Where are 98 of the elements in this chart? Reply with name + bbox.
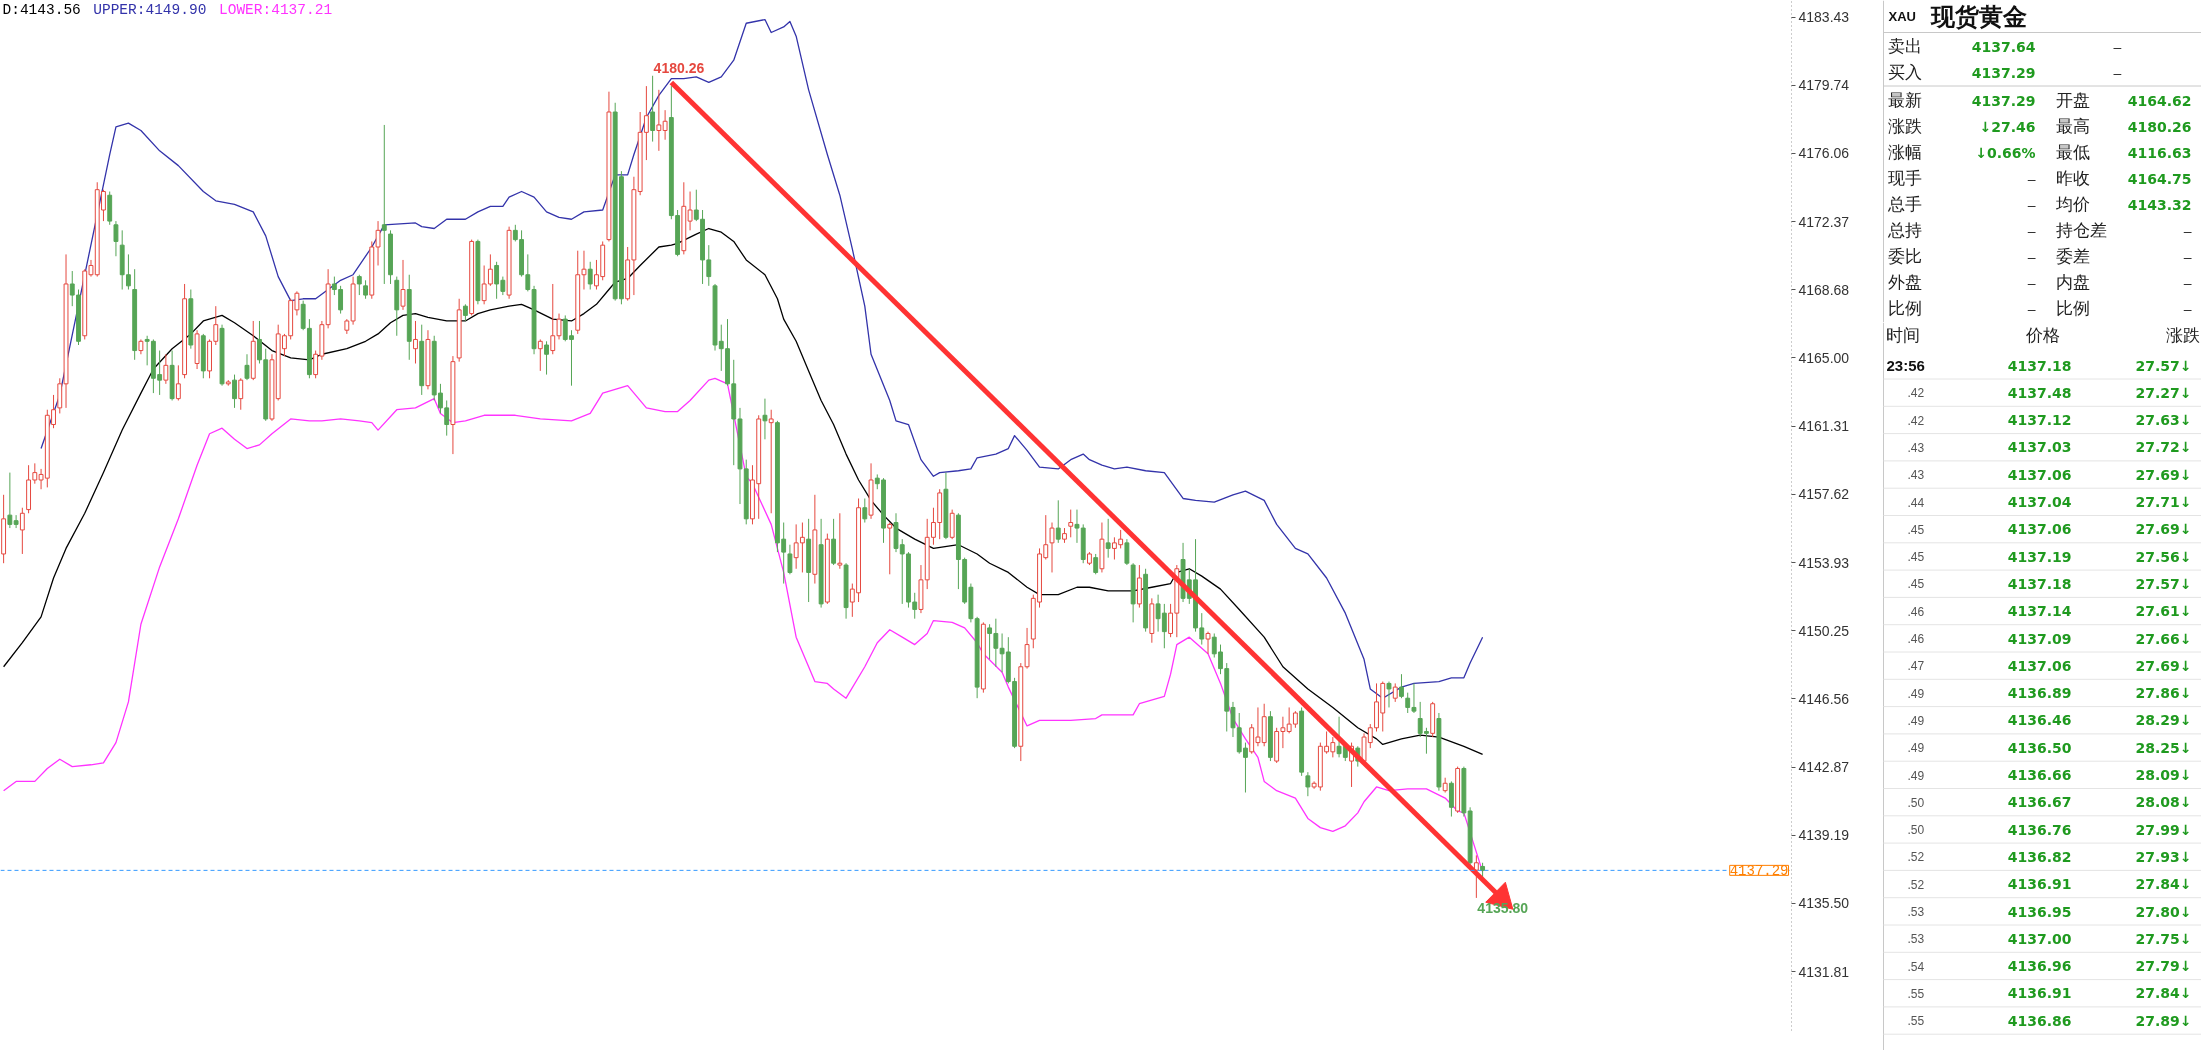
candlestick (381, 124, 387, 285)
text: .53 4137.00 27.75↓ (1907, 930, 2192, 947)
candlestick (650, 75, 656, 143)
candlestick (1068, 509, 1074, 538)
candlestick (363, 279, 368, 300)
y-tick-label: 4161.31 (1798, 418, 1850, 435)
text: .52 4136.82 27.93↓ (1907, 848, 2192, 865)
candlestick (238, 377, 244, 411)
candlestick (113, 220, 119, 257)
text: D:4143.56 (2, 1, 81, 18)
candlestick (768, 409, 774, 514)
text: LOWER:4137.21 (219, 1, 333, 18)
text: .49 4136.50 28.25↓ (1907, 739, 2192, 756)
y-tick-label: 4179.74 (1798, 77, 1850, 94)
y-tick-label: 4150.25 (1798, 622, 1850, 639)
text: .46 4137.14 27.61↓ (1907, 603, 2192, 620)
candlestick (175, 364, 181, 401)
candlestick (762, 398, 768, 440)
text: 买入 4137.29 – (1887, 63, 2122, 82)
ref-line-label: 4137.29 (1729, 863, 1789, 880)
candlestick (1055, 499, 1061, 544)
y-tick-label: 4157.62 (1798, 486, 1850, 503)
candlestick (7, 472, 13, 529)
candlestick (13, 514, 19, 529)
text: 总持 – 持仓差 – (1887, 221, 2192, 240)
annotation: 4180.26 (653, 59, 705, 76)
candlestick (662, 109, 668, 141)
text: .46 4137.09 27.66↓ (1907, 630, 2192, 647)
candlestick (163, 353, 169, 385)
text: .55 4136.86 27.89↓ (1907, 1012, 2192, 1029)
text: .45 4137.19 27.56↓ (1907, 548, 2192, 565)
text: UPPER:4149.90 (93, 1, 207, 18)
candlestick (1049, 522, 1055, 573)
text: .50 4136.67 28.08↓ (1907, 794, 2192, 811)
y-tick-label: 4176.06 (1798, 145, 1850, 162)
candlestick (244, 353, 250, 381)
text: .55 4136.91 27.84↓ (1907, 985, 2192, 1002)
text: .42 4137.48 27.27↓ (1907, 384, 2192, 401)
text: 时间 价格 涨跌 (1885, 326, 2200, 345)
text: 涨跌 ↓27.46 最高 4180.26 (1887, 117, 2192, 136)
text: XAU 现货黄金 (1888, 2, 2027, 31)
line-series (40, 18, 1484, 699)
candlestick (413, 320, 418, 364)
text: .45 4137.06 27.69↓ (1907, 521, 2192, 538)
candlestick (1386, 681, 1392, 708)
text: .54 4136.96 27.79↓ (1907, 958, 2192, 975)
y-tick-label: 4168.68 (1798, 281, 1850, 298)
text: 比例 – 比例 – (1887, 299, 2192, 318)
y-tick-label: 4142.87 (1798, 759, 1850, 776)
candlestick (1205, 631, 1211, 655)
y-tick-label: 4172.37 (1798, 213, 1850, 230)
candlestick (356, 274, 362, 296)
text: 23:56 4137.18 27.57↓ (1886, 357, 2192, 374)
text: 总手 – 均价 4143.32 (1887, 195, 2192, 214)
candlestick (1105, 518, 1111, 559)
y-tick-label: 4146.56 (1798, 690, 1850, 707)
y-tick-label: 4135.50 (1798, 895, 1850, 912)
text: .44 4137.04 27.71↓ (1907, 494, 2192, 510)
candlestick (537, 338, 543, 372)
text: .42 4137.12 27.63↓ (1907, 412, 2192, 429)
candlestick (787, 544, 793, 575)
candlestick (837, 512, 843, 570)
text: .50 4136.76 27.99↓ (1907, 821, 2192, 838)
candlestick (19, 507, 25, 555)
text: 最新 4137.29 开盘 4164.62 (1887, 91, 2192, 110)
text: .43 4137.03 27.72↓ (1907, 439, 2192, 456)
y-tick-label: 4183.43 (1798, 9, 1850, 26)
y-tick-label: 4139.19 (1798, 827, 1850, 844)
candlestick (400, 259, 406, 311)
text: .49 4136.66 28.09↓ (1907, 767, 2192, 783)
candlestick (862, 497, 868, 524)
text: .53 4136.95 27.80↓ (1907, 903, 2192, 920)
text: .45 4137.18 27.57↓ (1907, 575, 2192, 592)
y-tick-label: 4165.00 (1798, 349, 1850, 366)
text: .49 4136.89 27.86↓ (1907, 685, 2192, 702)
text: 委比 – 委差 – (1887, 247, 2192, 266)
candlestick (887, 522, 893, 575)
text: 现手 – 昨收 4164.75 (1887, 169, 2192, 188)
y-tick-label: 4153.93 (1798, 554, 1850, 571)
y-tick-label: 4131.81 (1798, 963, 1850, 980)
text: .47 4137.06 27.69↓ (1907, 657, 2192, 674)
candlestick (656, 89, 662, 152)
text: .52 4136.91 27.84↓ (1907, 876, 2192, 893)
text: 涨幅 ↓0.66% 最低 4116.63 (1887, 143, 2192, 162)
text: 卖出 4137.64 – (1887, 37, 2122, 56)
candlestick (1392, 682, 1398, 703)
candlestick (1093, 553, 1099, 575)
text: 外盘 – 内盘 – (1887, 273, 2192, 292)
line-series (2, 227, 1484, 756)
candlestick (587, 261, 593, 291)
candlestick (232, 374, 237, 409)
text: .43 4137.06 27.69↓ (1907, 466, 2192, 483)
candlestick (544, 340, 549, 376)
candlestick (1124, 538, 1130, 566)
candlestick (1399, 673, 1404, 699)
text: .49 4136.46 28.29↓ (1907, 712, 2192, 729)
candlestick (1305, 771, 1311, 797)
candlestick (1473, 854, 1479, 899)
